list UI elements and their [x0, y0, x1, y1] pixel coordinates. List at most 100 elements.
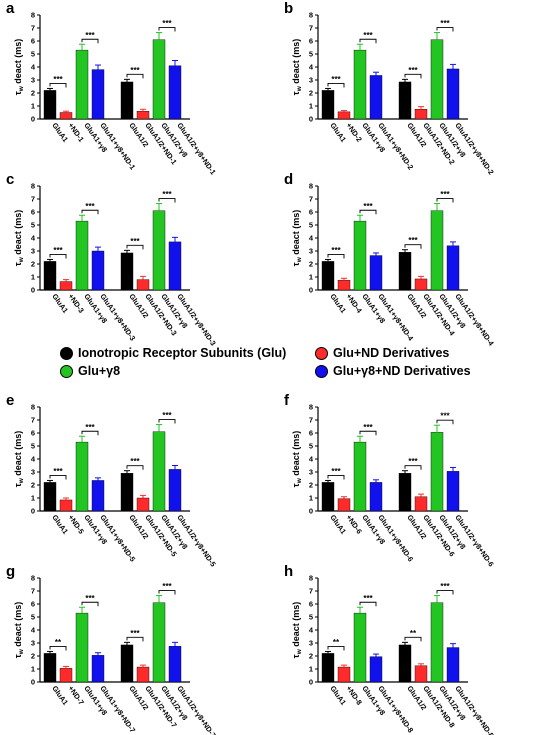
significance-bracket	[359, 209, 377, 215]
bar	[43, 482, 57, 512]
category-label: +ND-3	[66, 292, 86, 315]
y-tick-label: 8	[309, 182, 313, 191]
significance-label: ***	[440, 19, 450, 28]
category-label: +ND-6	[344, 513, 364, 536]
significance-label: ***	[53, 246, 63, 255]
significance-bracket	[126, 636, 144, 642]
y-tick-label: 0	[31, 115, 35, 124]
y-tick-label: 8	[31, 182, 35, 191]
y-tick-label: 6	[309, 429, 313, 438]
bar	[398, 473, 412, 512]
significance-bracket	[359, 430, 377, 436]
bar	[353, 220, 367, 291]
significance-label: ***	[130, 66, 140, 75]
panel-label-f: f	[284, 392, 290, 409]
bar	[446, 647, 460, 683]
bar	[430, 210, 444, 291]
category-label: GluA1	[50, 121, 70, 144]
significance-bracket	[158, 198, 176, 203]
significance-bracket	[327, 83, 345, 88]
y-tick-label: 7	[309, 416, 313, 425]
significance-bracket	[126, 244, 144, 250]
y-tick-label: 5	[31, 50, 35, 59]
y-axis-label: τw deact (ms)	[291, 602, 303, 659]
bar	[152, 431, 166, 512]
legend-swatch-glu-g8-nd	[315, 364, 328, 378]
bar	[120, 81, 134, 120]
significance-label: ***	[363, 594, 373, 603]
y-tick-label: 1	[31, 494, 35, 503]
bar	[337, 666, 351, 683]
bar	[398, 644, 412, 683]
significance-label: ***	[331, 75, 341, 84]
category-label: GluA1	[328, 684, 348, 707]
category-label: +ND-1	[66, 121, 86, 144]
bar	[91, 480, 105, 512]
legend-label-glu-g8-nd: Glu+γ8+ND Derivatives	[333, 364, 471, 378]
legend-label-glu: Ionotropic Receptor Subunits (Glu)	[78, 346, 287, 360]
y-tick-label: 1	[31, 273, 35, 282]
bar	[75, 612, 89, 683]
legend-label-glu-nd: Glu+ND Derivatives	[333, 346, 450, 360]
y-tick-label: 0	[31, 678, 35, 687]
y-axis-label: τw deact (ms)	[291, 210, 303, 267]
bar	[369, 482, 383, 512]
y-tick-label: 3	[309, 468, 313, 477]
y-tick-label: 8	[309, 574, 313, 583]
bar	[120, 644, 134, 683]
bar	[353, 49, 367, 120]
bar	[414, 278, 428, 291]
significance-bracket	[327, 646, 345, 651]
bar	[136, 279, 150, 291]
significance-label: ***	[162, 190, 172, 199]
legend-item-glu-g8-nd: Glu+γ8+ND Derivatives	[315, 364, 471, 378]
significance-label: ***	[85, 594, 95, 603]
y-tick-label: 2	[31, 89, 35, 98]
y-tick-label: 3	[31, 468, 35, 477]
significance-label: ***	[162, 582, 172, 591]
y-tick-label: 6	[31, 600, 35, 609]
bar	[120, 473, 134, 512]
y-tick-label: 5	[309, 442, 313, 451]
panel-label-e: e	[6, 392, 14, 409]
bar	[43, 653, 57, 683]
y-tick-label: 3	[309, 639, 313, 648]
y-tick-label: 8	[309, 11, 313, 20]
legend: Ionotropic Receptor Subunits (Glu) Glu+N…	[60, 344, 530, 380]
y-tick-label: 6	[31, 208, 35, 217]
significance-bracket	[436, 590, 454, 595]
bar	[414, 109, 428, 120]
bar	[168, 646, 182, 683]
significance-bracket	[359, 601, 377, 607]
y-tick-label: 4	[309, 626, 314, 635]
significance-label: ***	[408, 236, 418, 245]
significance-bracket	[404, 636, 422, 642]
y-tick-label: 4	[309, 234, 314, 243]
significance-label: ***	[363, 31, 373, 40]
significance-bracket	[158, 27, 176, 32]
category-label: +ND-2	[344, 121, 364, 144]
legend-item-glu-nd: Glu+ND Derivatives	[315, 346, 449, 360]
significance-bracket	[327, 475, 345, 480]
y-tick-label: 1	[309, 665, 313, 674]
y-axis-label: τw deact (ms)	[13, 431, 25, 488]
y-tick-label: 0	[309, 286, 313, 295]
y-tick-label: 0	[31, 286, 35, 295]
bar	[136, 497, 150, 512]
bar	[398, 252, 412, 291]
y-tick-label: 5	[309, 221, 313, 230]
y-axis-label: τw deact (ms)	[291, 431, 303, 488]
significance-bracket	[126, 465, 144, 470]
significance-bracket	[158, 590, 176, 595]
legend-swatch-glu-g8	[60, 364, 73, 378]
bar	[321, 90, 335, 120]
significance-bracket	[158, 419, 176, 424]
y-tick-label: 2	[309, 481, 313, 490]
